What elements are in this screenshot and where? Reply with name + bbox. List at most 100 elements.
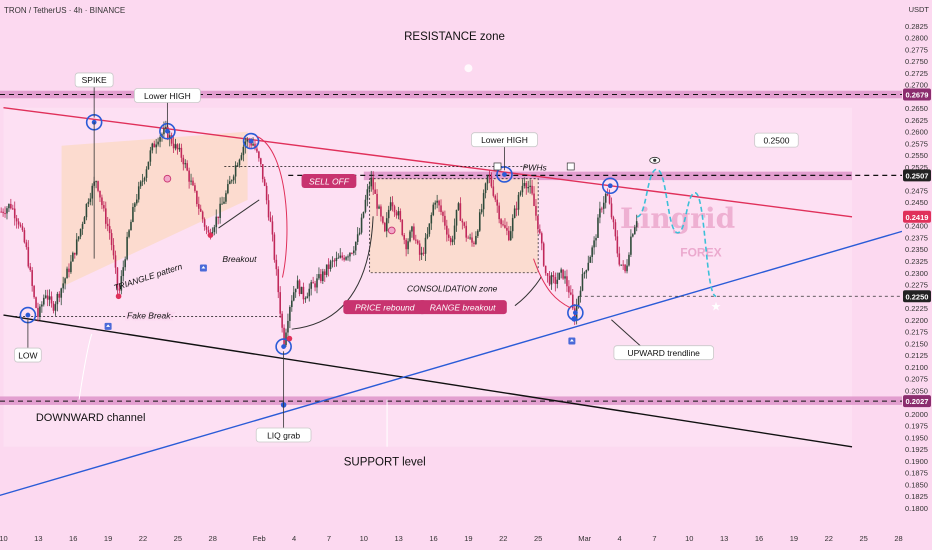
candle: [461, 218, 464, 230]
candle-body: [471, 237, 473, 243]
candle-body: [492, 186, 495, 196]
candle: [194, 182, 196, 193]
candle: [409, 229, 411, 243]
candle: [438, 199, 440, 212]
candle: [17, 218, 20, 229]
candle-body: [292, 292, 295, 301]
candle: [535, 199, 537, 221]
candle: [593, 236, 595, 255]
candle: [271, 215, 274, 242]
candle-body: [480, 209, 483, 213]
candle-body: [192, 180, 194, 186]
time-tick-label: Feb: [253, 534, 266, 543]
candle-body: [384, 222, 386, 232]
candle-body: [260, 158, 262, 165]
candle: [407, 238, 409, 255]
candle: [480, 203, 483, 215]
candle-body: [75, 239, 78, 255]
candle-body: [306, 296, 309, 299]
time-tick-label: 16: [69, 534, 77, 543]
candle: [87, 198, 90, 208]
candle-body: [434, 202, 437, 205]
candle-body: [163, 128, 165, 135]
price-highlight-tag: 0.2250: [903, 290, 931, 303]
candle: [360, 213, 363, 235]
candle-body: [531, 185, 533, 194]
candle: [188, 167, 190, 189]
candle-body: [571, 294, 574, 309]
candle-body: [10, 203, 12, 209]
candle: [114, 250, 117, 274]
candle: [389, 196, 392, 212]
price-tick-label: 0.2625: [905, 116, 928, 125]
candle: [60, 287, 63, 306]
candle-body: [498, 205, 500, 220]
candle-body: [198, 204, 200, 209]
candle-body: [35, 297, 37, 308]
candle: [15, 214, 18, 229]
candle-body: [525, 182, 528, 189]
candle: [428, 223, 431, 237]
price-axis-currency: USDT: [909, 5, 930, 14]
candle-body: [391, 202, 394, 207]
candle-body: [533, 193, 535, 207]
price-tick-label: 0.2575: [905, 139, 928, 148]
breakout-arrow: [218, 199, 260, 229]
sell-off-label: SELL OFF: [301, 174, 357, 189]
candle-body: [546, 273, 549, 276]
candle: [322, 268, 324, 284]
price-tick-label: 0.2150: [905, 339, 928, 348]
candle: [602, 196, 605, 215]
candle: [116, 267, 119, 296]
price-tick-label: 0.2775: [905, 45, 928, 54]
candle: [465, 221, 468, 242]
candle-body: [347, 256, 349, 258]
candle-body: [376, 193, 378, 209]
candle-body: [635, 221, 638, 228]
time-tick-label: 19: [790, 534, 798, 543]
candle: [327, 258, 330, 277]
candle: [515, 201, 518, 217]
candle-body: [145, 169, 148, 178]
support-level-label: SUPPORT level: [344, 457, 426, 469]
pivot-dot: [248, 138, 254, 144]
target-price-label-box: [754, 132, 799, 148]
candle-body: [496, 199, 499, 206]
candle: [29, 262, 32, 272]
descending-resistance-line: [3, 106, 853, 218]
candle: [52, 300, 55, 314]
candle-body: [343, 257, 345, 260]
candle-body: [73, 252, 76, 255]
candle: [453, 218, 456, 245]
candle: [509, 225, 512, 241]
liq-grab-label: LIQ grab: [255, 427, 312, 443]
candle: [531, 179, 533, 196]
candle-body: [453, 225, 456, 240]
candle: [42, 294, 45, 307]
candle-body: [562, 269, 564, 279]
price-tick-label: 0.2450: [905, 198, 928, 207]
candle-body: [616, 236, 619, 254]
price-tick-label: 0.2700: [905, 81, 928, 90]
candle-body: [155, 144, 157, 148]
candle: [320, 268, 322, 284]
candle-body: [261, 164, 264, 180]
candle: [62, 276, 64, 293]
time-tick-label: 13: [34, 534, 42, 543]
candle-body: [469, 237, 471, 239]
range-breakout-label-text: RANGE breakout: [430, 302, 496, 312]
candle: [601, 206, 603, 213]
price-tick-label: 0.2750: [905, 57, 928, 66]
candle: [492, 179, 495, 198]
spike-label-box: [74, 72, 114, 88]
upward-trendline-pointer: [611, 319, 644, 349]
candle: [424, 233, 427, 262]
candle: [21, 223, 24, 232]
candle: [451, 235, 454, 246]
candle: [242, 144, 245, 162]
candle: [240, 152, 243, 161]
candle-body: [134, 203, 136, 207]
candle-body: [556, 279, 559, 284]
candle-body: [405, 239, 407, 250]
candle: [457, 201, 460, 211]
